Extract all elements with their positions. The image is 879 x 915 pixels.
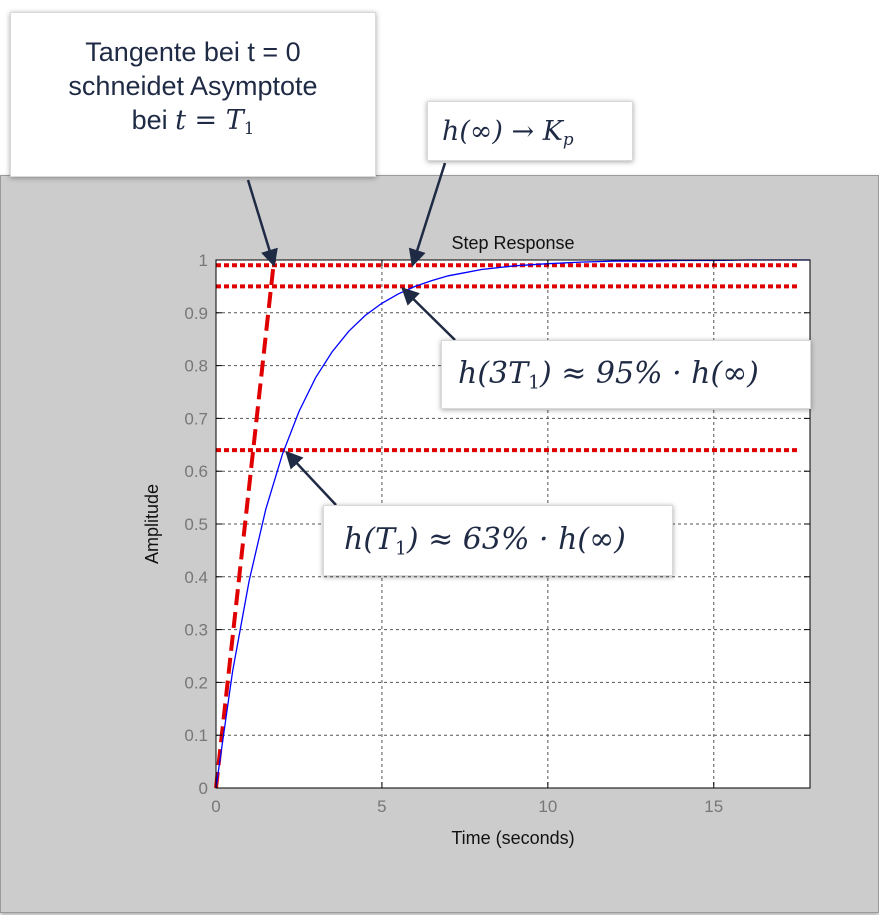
ht1-callout-post: ) ≈ 63% · h(∞) <box>406 522 626 557</box>
tangent-callout-line2: schneidet Asymptote <box>68 71 318 101</box>
tangent-callout-line3: bei t = T1 <box>11 103 375 138</box>
x-tick-label: 0 <box>211 797 220 816</box>
y-tick-label: 0.7 <box>184 409 208 428</box>
y-tick-label: 0.4 <box>184 568 208 587</box>
tangent-callout: Tangente bei t = 0 schneidet Asymptote b… <box>10 12 376 177</box>
y-tick-label: 0.9 <box>184 304 208 323</box>
ticks: 0 5 10 15 0 0.1 0.2 0.3 0.4 0.5 0.6 0.7 0.8 0.9 1 <box>184 251 810 816</box>
h3t1-callout: h(3T1) ≈ 95% · h(∞) <box>441 340 811 409</box>
tangent-callout-sub: 1 <box>243 118 255 139</box>
h3t1-arrow <box>401 287 456 341</box>
series-layer <box>215 259 810 789</box>
asymptote-callout: h(∞) → Kp <box>427 101 633 161</box>
reference-lines <box>214 259 798 789</box>
ht1-callout-pre: h(T <box>344 522 396 557</box>
ht1-callout: h(T1) ≈ 63% · h(∞) <box>323 505 673 576</box>
chart-title: Step Response <box>451 233 574 253</box>
y-axis-label: Amplitude <box>142 484 162 564</box>
tangent-arrow <box>246 179 278 267</box>
tangent-callout-math: t = T <box>175 105 244 136</box>
asymptote-callout-text: h(∞) → K <box>442 116 563 147</box>
y-tick-label: 0.6 <box>184 462 208 481</box>
ht1-arrow <box>285 450 337 506</box>
x-tick-label: 10 <box>538 797 557 816</box>
annotation-arrows <box>246 162 456 506</box>
y-tick-label: 0.3 <box>184 621 208 640</box>
h3t1-callout-sub: 1 <box>528 372 540 394</box>
h3t1-callout-post: ) ≈ 95% · h(∞) <box>539 356 759 391</box>
h3t1-callout-pre: h(3T <box>458 356 529 391</box>
ht1-callout-sub: 1 <box>395 538 407 560</box>
x-axis-label: Time (seconds) <box>451 828 574 848</box>
y-tick-label: 1 <box>199 251 208 270</box>
y-tick-label: 0.1 <box>184 726 208 745</box>
tangent-callout-prefix: bei <box>131 105 176 135</box>
x-tick-label: 15 <box>704 797 723 816</box>
y-tick-label: 0 <box>199 779 208 798</box>
asymptote-arrow <box>408 162 447 267</box>
y-tick-label: 0.8 <box>184 357 208 376</box>
asymptote-callout-sub: p <box>562 129 574 150</box>
y-tick-label: 0.5 <box>184 515 208 534</box>
x-tick-label: 5 <box>377 797 386 816</box>
y-tick-label: 0.2 <box>184 673 208 692</box>
tangent-line <box>214 259 277 789</box>
tangent-callout-line1: Tangente bei t = 0 <box>85 37 301 67</box>
series-line-0 <box>215 259 810 789</box>
